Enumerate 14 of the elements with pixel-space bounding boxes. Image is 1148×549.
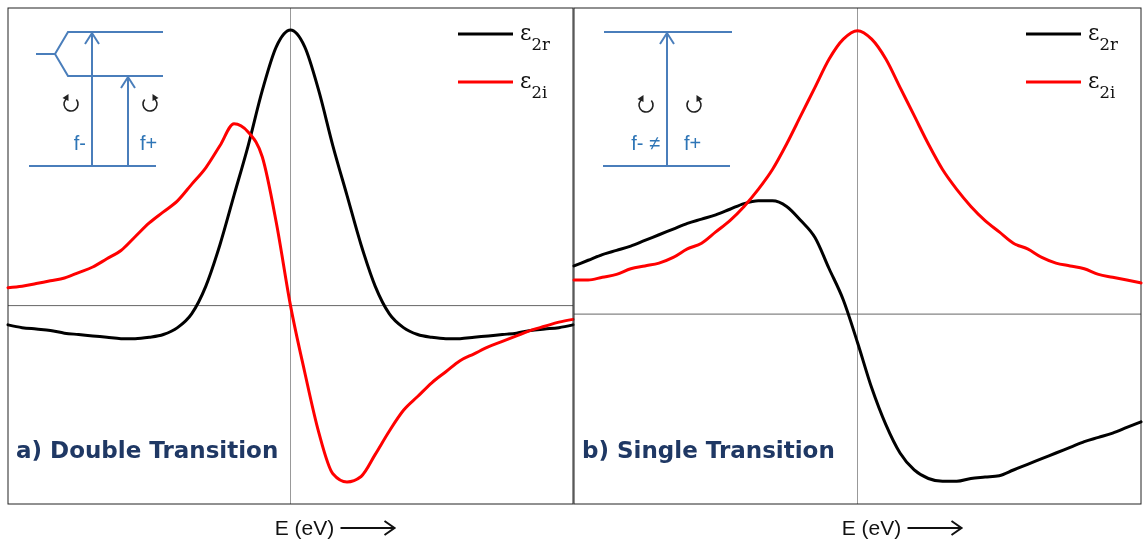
legend-label: ε$_{2i}$ <box>1088 68 1116 102</box>
x-axis-title: E (eV) <box>841 516 902 539</box>
energy-level-diagram: f- f+ <box>28 31 164 167</box>
text: a) Double Transition <box>16 437 279 463</box>
legend-label: ε$_{2r}$ <box>520 20 550 54</box>
legend-label: ε$_{2r}$ <box>1088 20 1118 54</box>
annotation: f- ≠ <box>631 132 661 154</box>
energy-level-diagram: f- ≠ f+ <box>602 31 733 167</box>
annotation: f+ <box>140 132 158 154</box>
annotation: f+ <box>684 132 702 154</box>
text: b) Single Transition <box>582 437 835 463</box>
annotation: f- <box>73 132 86 154</box>
legend-label: ε$_{2i}$ <box>520 68 548 102</box>
x-axis-title: E (eV) <box>274 516 335 539</box>
